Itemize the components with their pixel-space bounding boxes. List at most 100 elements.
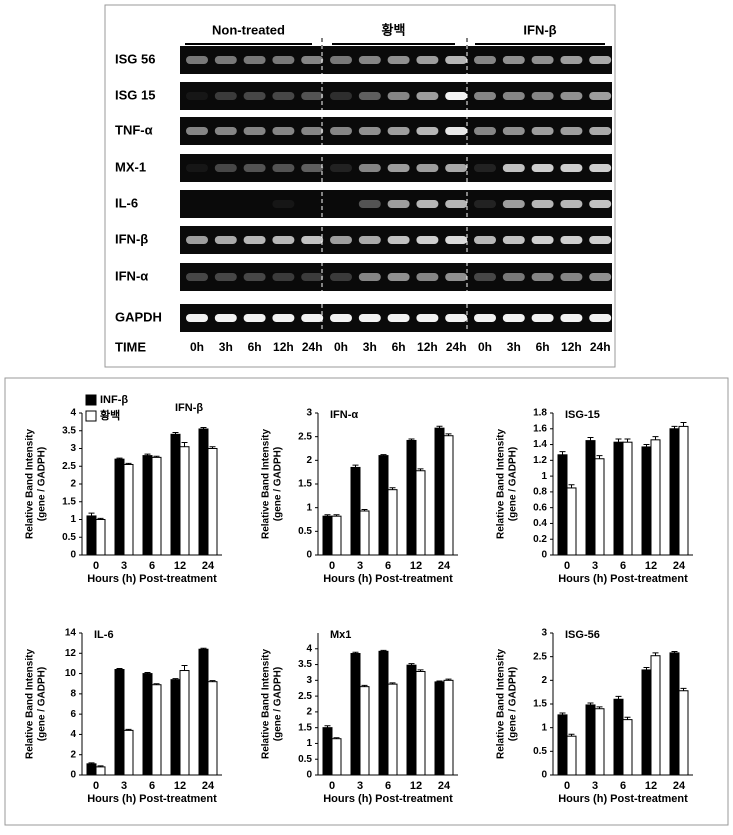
error-bar: [652, 652, 659, 656]
error-bar: [97, 765, 104, 767]
bar: [566, 735, 577, 776]
band: [445, 127, 468, 135]
x-tick-label: 3: [592, 780, 598, 792]
y-tick-label: 0.8: [533, 487, 547, 498]
band: [445, 164, 468, 172]
bar: [114, 669, 125, 776]
band: [589, 314, 612, 322]
x-axis-label: Hours (h) Post-treatment: [323, 573, 453, 585]
group-label: IFN-β: [523, 22, 556, 37]
error-bar: [380, 649, 387, 652]
bar: [95, 766, 106, 776]
x-tick-label: 24: [438, 560, 451, 572]
error-bar: [680, 421, 687, 427]
bar: [613, 698, 624, 776]
band: [445, 273, 468, 281]
band: [387, 164, 410, 172]
bar: [669, 652, 680, 776]
y-tick-label: 0.6: [533, 502, 547, 513]
error-bar: [417, 468, 424, 471]
bar: [114, 458, 125, 556]
band: [330, 127, 352, 135]
band: [330, 56, 352, 64]
band: [502, 92, 525, 100]
band: [531, 200, 554, 208]
error-bar: [417, 669, 424, 672]
error-bar: [568, 733, 575, 737]
error-bar: [671, 425, 678, 429]
y-tick-label: 0: [541, 770, 547, 781]
band: [531, 273, 554, 281]
band: [531, 127, 554, 135]
band: [387, 273, 410, 281]
band: [301, 56, 324, 64]
y-tick-label: 2.5: [298, 691, 312, 702]
y-axis-label: (gene / GADPH): [273, 667, 284, 741]
band: [243, 314, 266, 322]
y-axis-label: Relative Band Intensity: [496, 649, 507, 759]
band: [214, 164, 237, 172]
bar: [359, 686, 370, 776]
group-label: 황백: [382, 22, 406, 37]
band: [272, 236, 295, 244]
band: [474, 56, 496, 64]
x-tick-label: 0: [564, 780, 570, 792]
y-tick-label: 1.5: [533, 699, 547, 710]
bar: [406, 664, 417, 776]
y-tick-label: 1.5: [298, 479, 312, 490]
error-bar: [568, 484, 575, 488]
band: [301, 314, 324, 322]
x-tick-label: 3: [357, 560, 363, 572]
bar: [322, 727, 333, 776]
x-tick-label: 24: [438, 780, 451, 792]
chart-title: IFN-β: [175, 402, 203, 414]
band: [358, 164, 381, 172]
error-bar: [652, 436, 659, 440]
band: [560, 92, 583, 100]
y-tick-label: 1: [70, 514, 76, 525]
lane-label: 12h: [561, 340, 582, 354]
x-tick-label: 6: [385, 560, 391, 572]
y-tick-label: 0.5: [62, 532, 76, 543]
error-bar: [333, 737, 340, 739]
bar: [434, 681, 445, 776]
band: [186, 236, 208, 244]
bar: [179, 670, 190, 776]
bar: [151, 456, 162, 556]
bar: [650, 439, 661, 556]
band: [560, 200, 583, 208]
error-bar: [181, 664, 188, 671]
y-tick-label: 14: [65, 628, 77, 639]
band: [416, 56, 439, 64]
gene-label: IFN-α: [115, 268, 148, 283]
error-bar: [200, 647, 207, 650]
x-tick-label: 6: [385, 780, 391, 792]
bar: [678, 690, 689, 776]
error-bar: [153, 455, 160, 458]
x-tick-label: 3: [592, 560, 598, 572]
y-tick-label: 1: [541, 471, 547, 482]
y-tick-label: 1.2: [533, 455, 547, 466]
legend-label: 황백: [100, 408, 120, 422]
error-bar: [559, 451, 566, 455]
y-tick-label: 1: [306, 738, 312, 749]
bar: [443, 679, 454, 776]
band: [474, 273, 496, 281]
lane-label: 0h: [190, 340, 204, 354]
y-tick-label: 2.5: [298, 431, 312, 442]
axes: [552, 633, 693, 776]
y-tick-label: 1.8: [533, 408, 547, 419]
band: [243, 273, 266, 281]
band: [330, 92, 352, 100]
bar: [378, 650, 389, 776]
band: [272, 314, 295, 322]
band: [186, 273, 208, 281]
y-tick-label: 1.6: [533, 423, 547, 434]
band: [416, 200, 439, 208]
band: [474, 92, 496, 100]
band: [416, 273, 439, 281]
band: [358, 56, 381, 64]
error-bar: [352, 464, 359, 468]
x-tick-label: 12: [645, 780, 657, 792]
error-bar: [680, 687, 687, 691]
